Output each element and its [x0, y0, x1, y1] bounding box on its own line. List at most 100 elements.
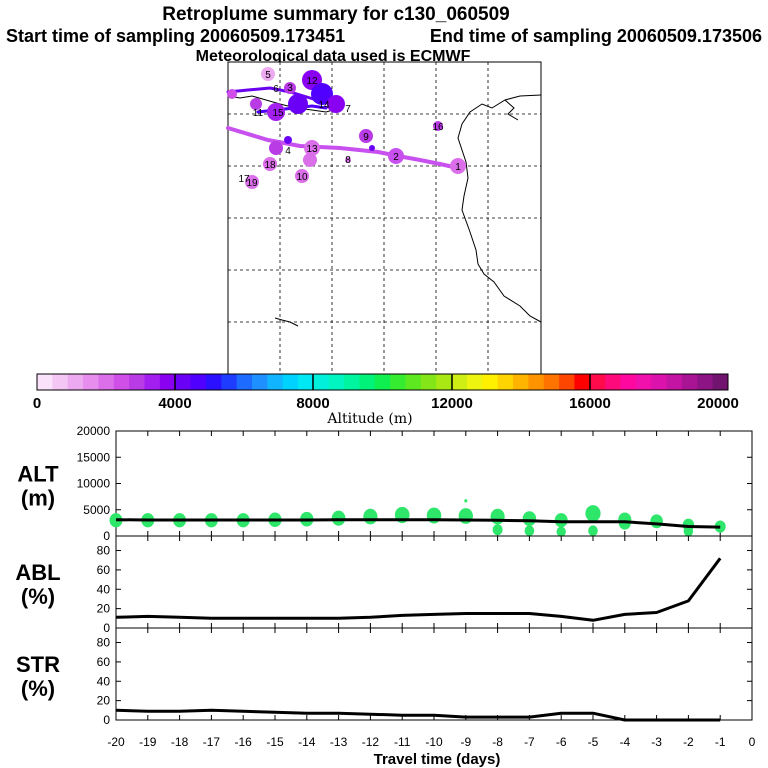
- colorbar-frame: [36, 373, 729, 391]
- colorbar-swatch: [543, 374, 560, 390]
- plume-point: [295, 169, 309, 183]
- x-tick-label: -18: [171, 735, 189, 749]
- x-tick-label: -6: [556, 735, 567, 749]
- colorbar-swatch: [712, 374, 729, 390]
- colorbar-swatch: [390, 374, 406, 390]
- point-label: 7: [345, 104, 351, 115]
- str-ytick-label: 20: [97, 694, 111, 708]
- point-label: 16: [432, 122, 444, 133]
- plume-point: [250, 98, 262, 110]
- plume-point: [284, 82, 296, 94]
- str-ytick-label: 0: [103, 713, 110, 727]
- plume-point: [388, 148, 404, 164]
- point-label: 1: [455, 162, 461, 173]
- alt-marker: [585, 505, 601, 522]
- x-tick-label: -17: [203, 735, 221, 749]
- point-label: 11: [253, 108, 264, 119]
- plume-point: [327, 95, 345, 113]
- x-tick-label: -15: [266, 735, 284, 749]
- plume-point: [245, 175, 259, 189]
- plume-point: [284, 136, 292, 144]
- colorbar-swatch: [144, 374, 161, 390]
- colorbar-swatch: [251, 374, 268, 390]
- x-tick-label: -14: [298, 735, 316, 749]
- coastline: [457, 94, 542, 323]
- colorbar-swatch: [605, 374, 621, 390]
- colorbar-swatch: [359, 374, 376, 390]
- figure-title: Retroplume summary for c130_060509: [162, 4, 509, 25]
- x-tick-label: -11: [394, 735, 411, 749]
- plume-point: [269, 141, 283, 155]
- plume-point: [227, 89, 237, 99]
- colorbar-swatch: [67, 374, 84, 390]
- point-label: 9: [363, 132, 369, 143]
- colorbar-swatch: [374, 374, 391, 390]
- colorbar-swatch: [451, 374, 468, 390]
- plume-point: [267, 103, 285, 121]
- x-tick-label: -20: [107, 735, 125, 749]
- plume-point: [311, 83, 333, 105]
- colorbar-swatch: [620, 374, 637, 390]
- trajectory-map: 1 2 3 4 5 6 7 8 9 10 11 12 13 14 15 16 1…: [226, 61, 542, 375]
- plume-point: [288, 94, 308, 114]
- x-tick-label: -19: [139, 735, 157, 749]
- str-panel-unit: (%): [21, 676, 55, 701]
- abl-series-line: [115, 557, 722, 622]
- colorbar-swatch: [513, 374, 529, 390]
- abl-ytick-label: 20: [97, 602, 111, 616]
- colorbar-swatch: [282, 374, 299, 390]
- start-time-label: Start time of sampling 20060509.173451: [6, 26, 345, 46]
- alt-ytick-label: 5000: [83, 503, 110, 517]
- colorbar-swatch: [482, 374, 499, 390]
- alt-marker: [331, 510, 346, 526]
- x-tick-label: -7: [524, 735, 535, 749]
- x-tick-label: -8: [492, 735, 503, 749]
- colorbar-swatch: [236, 374, 253, 390]
- x-tick-label: -16: [235, 735, 253, 749]
- colorbar-label: Altitude (m): [326, 411, 412, 427]
- colorbar-swatch: [574, 374, 591, 390]
- alt-marker: [458, 508, 473, 524]
- met-data-label: Meteorological data used is ECMWF: [196, 48, 471, 65]
- x-tick-label: -9: [460, 735, 471, 749]
- colorbar-swatch: [98, 374, 115, 390]
- colorbar-swatch: [436, 374, 452, 390]
- x-tick-label: -12: [362, 735, 380, 749]
- colorbar-swatch: [313, 374, 330, 390]
- point-label: 8: [345, 155, 351, 166]
- x-tick-label: -13: [330, 735, 348, 749]
- colorbar-swatch: [190, 374, 207, 390]
- alt-marker: [490, 508, 505, 525]
- abl-panel-unit: (%): [21, 584, 55, 609]
- alt-marker: [492, 524, 503, 536]
- colorbar-tick-label: 8000: [296, 395, 329, 412]
- point-label: 15: [272, 108, 284, 119]
- point-label: 2: [393, 152, 399, 163]
- colorbar-swatch: [267, 374, 284, 390]
- colorbar-tick-label: 20000: [697, 395, 739, 412]
- colorbar-swatch: [221, 374, 238, 390]
- alt-marker: [522, 511, 537, 527]
- colorbar-swatch: [559, 374, 575, 390]
- colorbar-tick-label: 0: [33, 395, 41, 412]
- colorbar-swatch: [497, 374, 514, 390]
- colorbar-swatch: [697, 374, 714, 390]
- x-tick-label: 0: [749, 735, 756, 749]
- colorbar-swatch: [129, 374, 145, 390]
- x-tick-label: -2: [683, 735, 694, 749]
- str-ytick-label: 80: [97, 636, 111, 650]
- alt-panel-unit: (m): [21, 486, 55, 511]
- alt-ytick-label: 10000: [77, 477, 111, 491]
- abl-ytick-label: 40: [97, 582, 111, 596]
- time-series-panels: 05000100001500020000ALT(m)020406080ABL(%…: [15, 424, 755, 749]
- colorbar-swatch: [528, 374, 545, 390]
- abl-ytick-label: 0: [103, 621, 110, 635]
- point-label: 10: [296, 172, 308, 183]
- colorbar-swatch: [466, 374, 483, 390]
- str-panel: 0 20 40 60 80 STR(%): [16, 627, 753, 727]
- alt-ytick-label: 0: [103, 529, 110, 543]
- point-label: 13: [306, 144, 318, 155]
- plume-point: [261, 67, 275, 81]
- colorbar-swatch: [159, 374, 176, 390]
- abl-ytick-label: 80: [97, 544, 111, 558]
